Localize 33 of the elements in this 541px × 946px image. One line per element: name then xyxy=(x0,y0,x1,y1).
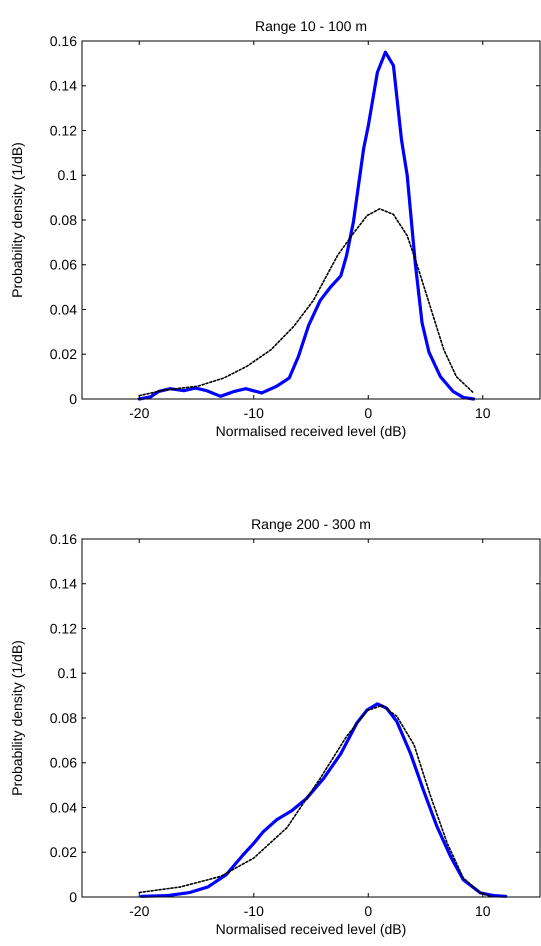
y-tick-label: 0.12 xyxy=(50,122,78,138)
y-tick-label: 0.06 xyxy=(50,256,78,273)
y-tick-label: 0.16 xyxy=(50,530,78,547)
y-tick-label: 0 xyxy=(69,390,78,407)
y-axis-title: Probability density (1/dB) xyxy=(9,142,25,298)
y-axis-title: Probability density (1/dB) xyxy=(9,640,25,796)
x-tick-label: 0 xyxy=(364,903,372,919)
x-tick-label: -20 xyxy=(129,405,150,421)
y-tick-label: 0 xyxy=(69,888,78,905)
x-tick-label: 10 xyxy=(474,405,491,421)
x-tick-label: -10 xyxy=(244,903,264,919)
y-tick-label: 0.12 xyxy=(50,620,78,636)
x-tick-label: 0 xyxy=(364,405,372,421)
y-tick-label: 0.08 xyxy=(50,212,78,228)
y-tick-label: 0.14 xyxy=(50,576,78,592)
chart-title: Range 200 - 300 m xyxy=(251,516,371,532)
y-tick-label: 0.06 xyxy=(50,754,78,771)
y-tick-label: 0.14 xyxy=(50,78,78,94)
x-tick-label: -10 xyxy=(244,405,264,421)
x-tick-label: 10 xyxy=(474,903,491,919)
line-series xyxy=(138,50,476,401)
x-axis-title: Normalised received level (dB) xyxy=(216,921,406,937)
y-tick-label: 0.04 xyxy=(50,799,78,816)
y-tick-label: 0.02 xyxy=(50,844,78,860)
y-tick-label: 0.1 xyxy=(58,665,78,682)
y-tick-label: 0.04 xyxy=(50,301,78,318)
y-tick-label: 0.16 xyxy=(50,32,78,49)
x-axis-title: Normalised received level (dB) xyxy=(216,423,406,439)
chart-title: Range 10 - 100 m xyxy=(254,18,368,34)
x-tick-label: -20 xyxy=(129,903,150,919)
y-tick-label: 0.08 xyxy=(50,710,78,726)
y-tick-label: 0.1 xyxy=(58,167,78,184)
y-tick-label: 0.02 xyxy=(50,346,78,362)
